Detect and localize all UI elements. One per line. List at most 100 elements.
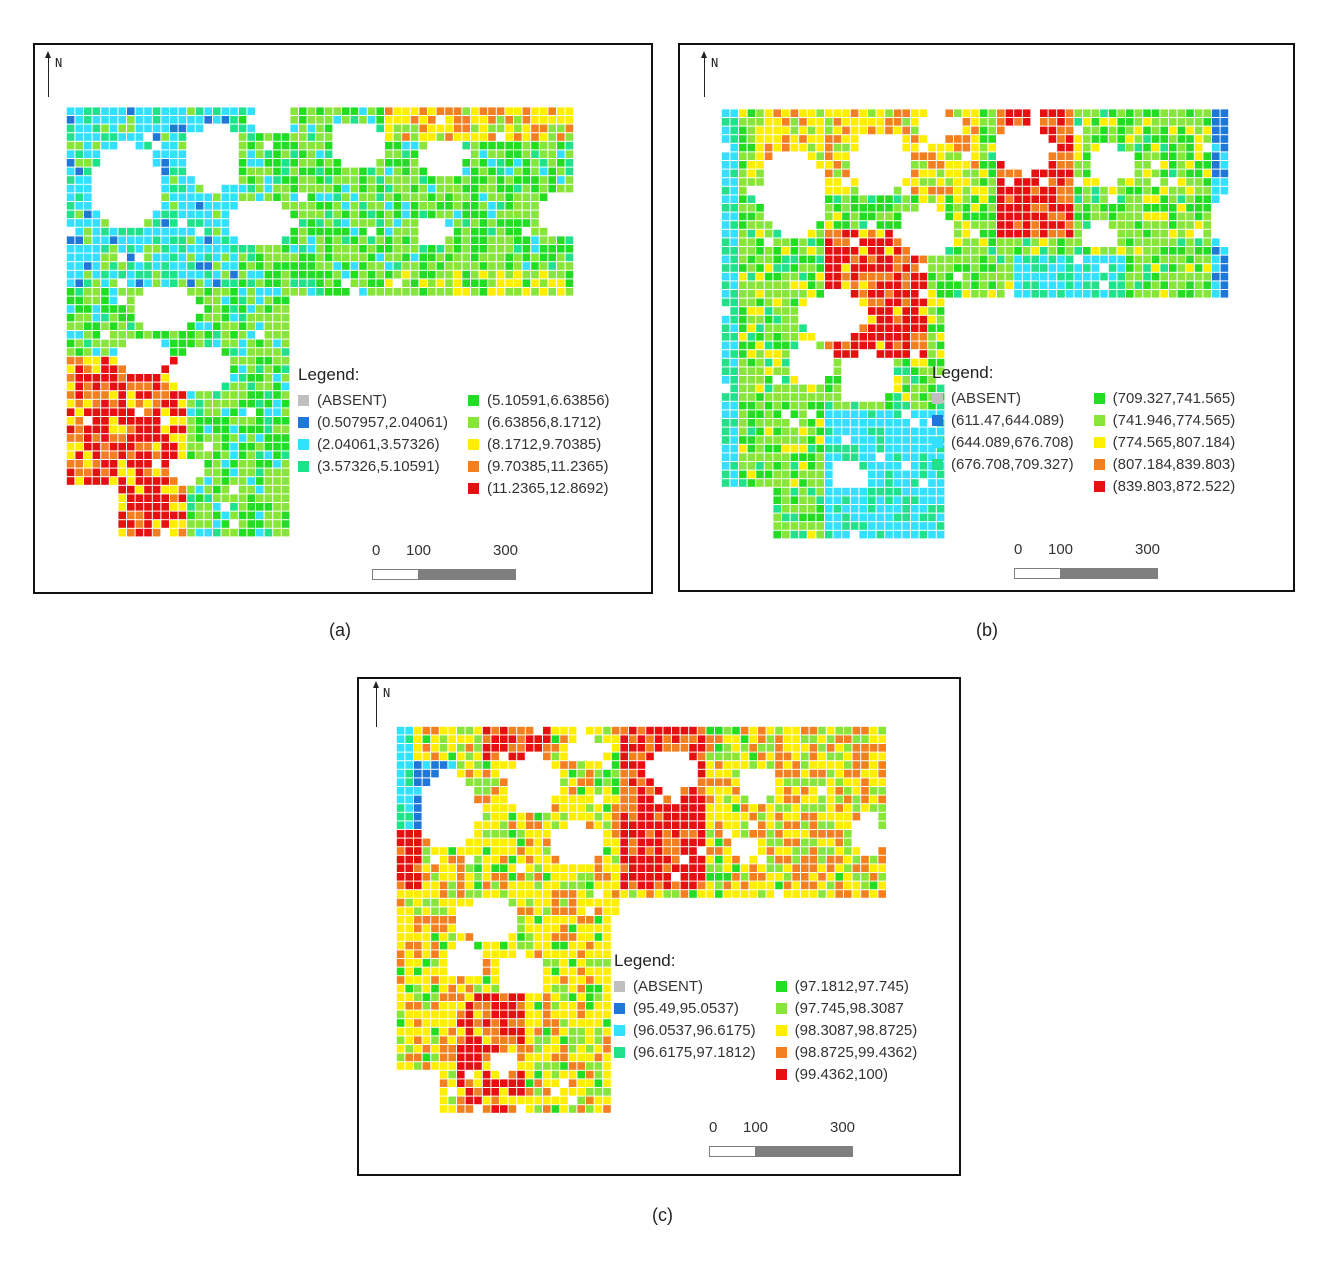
map-cell [152,468,161,477]
map-cell [1134,195,1143,203]
map-cell [756,444,764,453]
map-cell [247,270,255,279]
map-cell [893,341,902,350]
map-cell [928,324,936,332]
map-cell [264,133,273,141]
map-cell [730,229,738,238]
map-cell [204,107,212,115]
map-cell [1220,247,1229,255]
map-cell [893,186,902,195]
map-cell [448,726,456,735]
map-cell [500,778,508,786]
map-cell [479,202,488,210]
map-cell [611,898,620,907]
map-cell [101,133,109,141]
map-cell [801,752,809,761]
map-cell [1143,204,1151,212]
map-cell [740,804,749,812]
map-cell [747,255,756,264]
map-cell [238,391,247,399]
map-cell [732,864,740,872]
map-cell [178,279,187,287]
map-cell [402,202,410,210]
map-cell [127,399,135,408]
map-cell [756,221,764,229]
map-cell [531,124,539,133]
map-cell [1022,118,1031,126]
map-cell [342,219,350,227]
map-cell [730,195,738,203]
map-cell [514,288,522,296]
map-cell [842,496,850,504]
map-cell [1203,152,1211,160]
map-cell [878,795,886,804]
map-cell [680,847,689,855]
map-cell [247,296,255,305]
map-cell [1186,221,1194,229]
map-cell [962,143,971,152]
map-cell [118,305,126,313]
map-cell [782,358,790,367]
map-cell [393,262,402,270]
map-cell [213,253,221,262]
map-cell [586,1070,594,1079]
map-cell [479,253,488,262]
map-cell [414,778,422,786]
map-cell [522,141,531,150]
map-cell [465,1045,474,1053]
map-cell [281,425,290,434]
map-cell [859,204,867,212]
map-cell [1083,135,1091,143]
map-cell [84,202,92,210]
map-cell [445,236,453,244]
map-cell [453,279,462,287]
map-cell [488,202,496,210]
map-cell [543,821,551,829]
map-cell [195,184,204,193]
map-cell [764,427,773,436]
map-cell [431,1062,439,1070]
map-cell [721,324,730,332]
map-cell [1169,195,1177,203]
map-cell [405,907,413,915]
map-cell [1108,247,1117,255]
map-cell [603,1088,611,1096]
map-cell [264,374,273,382]
map-cell [230,477,238,485]
map-cell [428,107,436,115]
map-cell [979,118,988,126]
map-cell [868,522,876,530]
map-cell [479,236,488,244]
map-cell [1108,186,1117,195]
map-cell [333,219,341,227]
map-cell [775,847,783,855]
map-cell [747,358,756,367]
map-cell [945,264,953,272]
map-cell [118,451,126,459]
map-cell [1177,135,1186,143]
map-cell [568,959,577,967]
map-cell [514,107,522,115]
map-cell [170,477,178,485]
map-cell [807,229,816,238]
map-cell [324,270,333,279]
map-cell [844,744,852,752]
map-cell [307,262,316,270]
map-cell [833,143,842,152]
map-cell [663,838,671,847]
map-cell [543,907,551,915]
map-cell [491,821,499,829]
map-cell [1212,186,1220,195]
map-cell [611,735,620,743]
map-cell [773,453,781,461]
map-cell [782,522,790,530]
map-cell [790,247,799,255]
map-cell [721,401,730,410]
map-cell [1177,126,1186,135]
map-cell [818,769,826,778]
map-cell [756,161,764,169]
map-cell [842,272,850,281]
map-cell [878,864,886,872]
map-cell [324,159,333,167]
map-cell [801,761,809,769]
